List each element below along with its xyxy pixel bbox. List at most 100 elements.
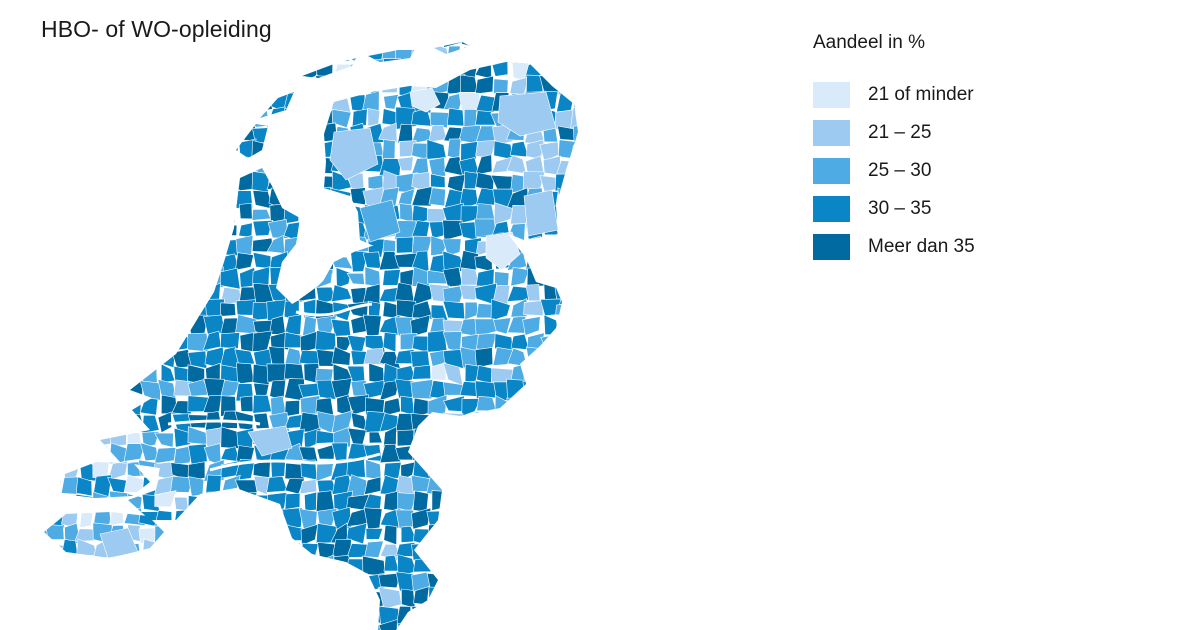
- municipality-area: [589, 95, 609, 113]
- municipality-area: [91, 331, 112, 352]
- municipality-area: [253, 541, 273, 562]
- municipality-area: [301, 189, 320, 210]
- municipality-area: [590, 142, 607, 158]
- municipality-area: [122, 157, 145, 177]
- municipality-area: [591, 335, 608, 351]
- municipality-area: [126, 396, 142, 417]
- municipality-area: [90, 74, 114, 93]
- municipality-area: [44, 462, 46, 479]
- municipality-area: [400, 461, 416, 481]
- municipality-area: [458, 430, 482, 449]
- municipality-area: [346, 605, 366, 625]
- municipality-area: [476, 426, 498, 450]
- municipality-area: [220, 524, 241, 542]
- municipality-area: [173, 303, 194, 319]
- municipality-area: [330, 256, 354, 270]
- municipality-area: [299, 266, 322, 288]
- municipality-area: [123, 412, 146, 434]
- municipality-area: [44, 524, 50, 546]
- municipality-area: [138, 125, 162, 145]
- municipality-area: [490, 298, 511, 322]
- municipality-area: [251, 140, 274, 160]
- municipality-area: [538, 576, 561, 590]
- municipality-area: [251, 109, 271, 128]
- municipality-area: [62, 234, 80, 255]
- municipality-area: [522, 316, 541, 336]
- municipality-area: [44, 253, 50, 273]
- municipality-area: [156, 218, 178, 242]
- municipality-area: [138, 590, 160, 609]
- municipality-area: [411, 186, 433, 207]
- municipality-area: [234, 588, 255, 605]
- municipality-area: [219, 202, 236, 224]
- municipality-area: [77, 204, 98, 226]
- municipality-area: [460, 141, 478, 162]
- municipality-area: [157, 317, 172, 335]
- municipality-area: [442, 42, 462, 49]
- municipality-area: [76, 108, 95, 129]
- municipality-area: [78, 318, 98, 336]
- municipality-area: [127, 586, 143, 610]
- municipality-area: [382, 332, 397, 353]
- municipality-area: [588, 555, 604, 576]
- municipality-area: [522, 43, 545, 64]
- municipality-area: [591, 545, 609, 559]
- municipality-area: [587, 45, 607, 61]
- municipality-area: [171, 59, 191, 80]
- municipality-area: [156, 154, 176, 176]
- municipality-area: [127, 555, 146, 578]
- municipality-area: [62, 203, 78, 226]
- municipality-area: [266, 604, 289, 625]
- municipality-area: [44, 379, 65, 399]
- municipality-area: [142, 607, 161, 624]
- municipality-area: [74, 221, 96, 239]
- municipality-area: [299, 542, 319, 559]
- municipality-area: [205, 491, 226, 511]
- municipality-area: [538, 522, 561, 542]
- municipality-area: [91, 298, 114, 318]
- municipality-area: [383, 94, 399, 110]
- municipality-area: [350, 250, 369, 273]
- municipality-area: [474, 411, 496, 432]
- municipality-area: [382, 269, 401, 286]
- municipality-area: [107, 235, 126, 254]
- municipality-area: [351, 42, 369, 66]
- municipality-area: [349, 42, 370, 49]
- municipality-area: [219, 224, 238, 236]
- municipality-area: [587, 607, 609, 626]
- municipality-area: [314, 237, 336, 258]
- municipality-area: [395, 509, 415, 530]
- municipality-area: [76, 618, 95, 630]
- municipality-area: [205, 555, 222, 577]
- municipality-area: [174, 618, 193, 630]
- municipality-area: [266, 476, 288, 493]
- municipality-area: [79, 442, 98, 460]
- municipality-area: [154, 571, 178, 588]
- municipality-area: [330, 187, 352, 210]
- municipality-area: [157, 283, 177, 303]
- municipality-area: [122, 186, 143, 207]
- municipality-area: [174, 496, 189, 512]
- municipality-area: [60, 476, 81, 495]
- municipality-area: [220, 410, 239, 429]
- municipality-area: [442, 349, 466, 370]
- municipality-area: [572, 591, 578, 607]
- municipality-area: [539, 234, 560, 256]
- municipality-area: [298, 382, 321, 398]
- municipality-area: [234, 42, 258, 64]
- municipality-area: [587, 238, 608, 254]
- municipality-area: [557, 77, 574, 95]
- municipality-area: [443, 493, 465, 512]
- municipality-area: [524, 42, 543, 49]
- municipality-area: [556, 490, 577, 509]
- municipality-area: [221, 588, 238, 610]
- municipality-area: [154, 540, 177, 561]
- municipality-area: [159, 47, 173, 63]
- municipality-area: [285, 586, 301, 610]
- municipality-area: [75, 414, 97, 432]
- municipality-area: [92, 410, 111, 431]
- municipality-area: [202, 192, 224, 207]
- municipality-area: [267, 154, 285, 177]
- municipality-area: [317, 572, 338, 593]
- municipality-area: [159, 75, 178, 98]
